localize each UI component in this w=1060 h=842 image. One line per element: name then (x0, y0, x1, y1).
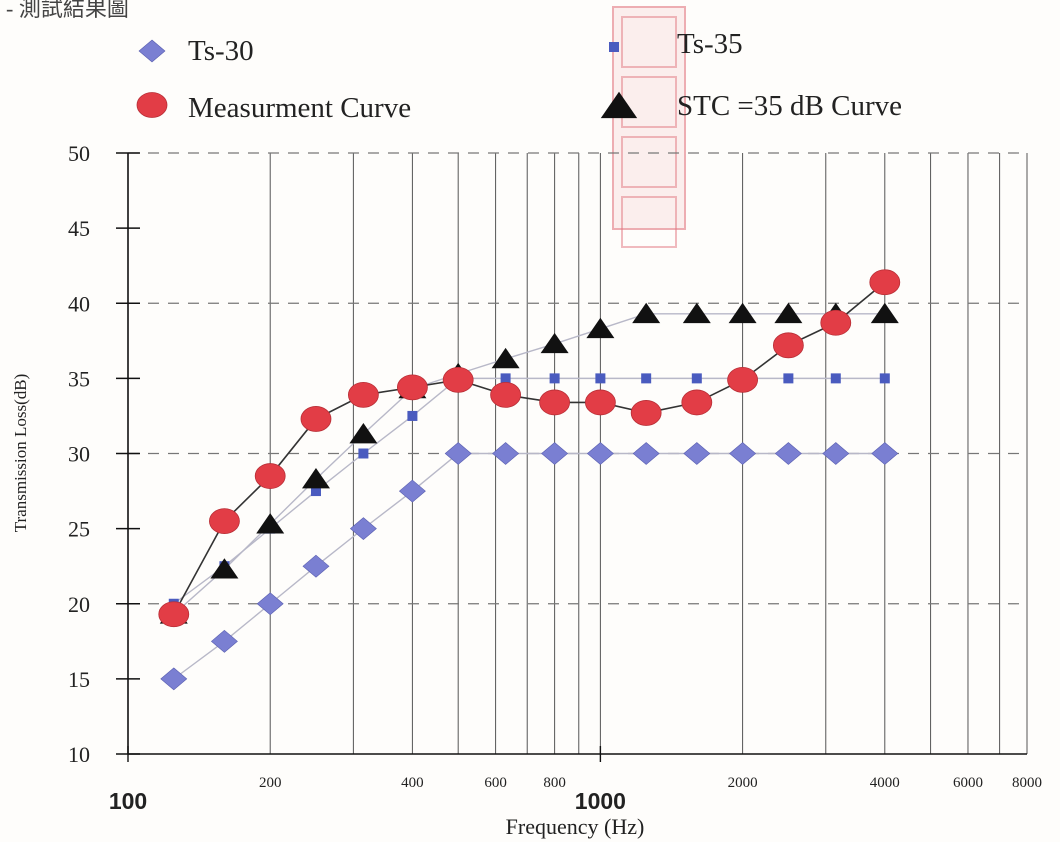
data-point-diamond (492, 442, 520, 465)
data-point-square (500, 373, 511, 384)
legend-marker-square (609, 42, 619, 52)
data-point-diamond (256, 592, 284, 616)
figure-caption: - 測試結果圖 (6, 0, 129, 21)
data-point-triangle (586, 317, 615, 339)
data-point-diamond (822, 442, 850, 465)
x-minor-tick-label: 800 (543, 775, 566, 791)
data-point-square (407, 410, 418, 421)
data-point-circle (397, 374, 428, 401)
chart-axes (116, 152, 1027, 762)
data-point-triangle (491, 347, 520, 369)
y-tick-label: 25 (68, 517, 90, 542)
chart-tick-labels: 10 15 20 25 30 35 40 45 50 100 1000 200 400 600 800 200… (68, 141, 1042, 814)
data-point-circle (254, 463, 286, 489)
data-point-circle (442, 366, 474, 393)
legend-marker-triangle (600, 91, 638, 119)
data-point-triangle (774, 302, 803, 324)
data-point-triangle (870, 302, 899, 324)
data-point-triangle (540, 332, 569, 354)
legend-label: Measurment Curve (188, 92, 411, 124)
data-point-circle (300, 406, 332, 432)
data-point-circle (681, 389, 713, 416)
data-point-diamond (632, 442, 660, 465)
data-point-circle (630, 400, 662, 426)
data-point-square (641, 373, 652, 384)
x-minor-tick-label: 6000 (953, 775, 983, 791)
data-point-triangle (632, 302, 661, 324)
legend-label: Ts-35 (677, 28, 743, 60)
x-minor-tick-label: 600 (484, 775, 507, 791)
x-minor-tick-label: 4000 (870, 775, 900, 791)
legend-marker-circle (136, 92, 168, 118)
y-tick-label: 10 (68, 742, 90, 767)
legend-label: STC =35 dB Curve (677, 90, 902, 122)
y-tick-label: 35 (68, 366, 90, 391)
data-point-square (595, 373, 606, 384)
data-point-diamond (160, 667, 188, 691)
data-point-circle (539, 389, 571, 416)
data-point-triangle (256, 513, 285, 534)
data-point-triangle (210, 558, 239, 579)
data-point-circle (584, 389, 616, 416)
legend-marker-diamond (138, 39, 166, 63)
x-minor-tick-label: 2000 (728, 775, 758, 791)
series-markers (158, 269, 901, 691)
y-axis-label: Transmission Loss(dB) (11, 374, 30, 533)
data-point-square (310, 486, 321, 497)
series-line (173, 377, 885, 605)
data-point-circle (490, 382, 522, 408)
data-point-square (549, 373, 560, 384)
data-point-diamond (349, 517, 377, 541)
data-point-circle (869, 269, 901, 296)
data-point-diamond (774, 442, 802, 465)
x-axis-label: Frequency (Hz) (506, 814, 645, 839)
y-tick-label: 30 (68, 442, 90, 467)
data-point-square (830, 373, 841, 384)
seal-character-box (621, 136, 677, 188)
x-major-tick-label: 100 (109, 788, 147, 814)
data-point-diamond (210, 629, 238, 653)
y-tick-label: 50 (68, 141, 90, 166)
data-point-square (691, 373, 702, 384)
data-point-diamond (541, 442, 569, 465)
y-tick-label: 40 (68, 291, 90, 316)
data-point-diamond (729, 442, 757, 465)
series-lines (173, 281, 886, 680)
data-point-circle (772, 332, 804, 359)
data-point-diamond (302, 554, 330, 578)
seal-character-box (621, 196, 677, 248)
data-point-square (783, 373, 794, 384)
x-minor-tick-label: 8000 (1012, 775, 1042, 791)
data-point-triangle (349, 422, 378, 444)
data-point-square (879, 373, 890, 384)
data-point-diamond (871, 442, 899, 465)
data-point-circle (727, 366, 758, 393)
y-tick-label: 45 (68, 216, 90, 241)
seal-character-box (621, 16, 677, 68)
series-line (173, 281, 886, 615)
x-major-tick-label: 1000 (575, 788, 626, 814)
data-point-triangle (728, 302, 757, 324)
data-point-diamond (683, 442, 711, 465)
data-point-triangle (682, 302, 711, 324)
y-tick-label: 20 (68, 592, 90, 617)
data-point-diamond (444, 442, 472, 465)
series-line (173, 452, 885, 680)
data-point-diamond (398, 479, 426, 503)
data-point-diamond (586, 442, 614, 465)
data-point-square (358, 448, 369, 459)
data-point-circle (820, 309, 852, 336)
legend-label: Ts-30 (188, 35, 254, 67)
data-point-circle (347, 382, 379, 408)
chart-legend: Ts-30 Ts-35 Measurment Curve STC =35 dB Cur… (136, 28, 902, 124)
x-minor-tick-label: 400 (401, 775, 424, 791)
data-point-triangle (301, 468, 330, 489)
data-point-circle (158, 601, 190, 628)
x-minor-tick-label: 200 (259, 775, 282, 791)
series-line (173, 313, 885, 615)
y-tick-label: 15 (68, 667, 90, 692)
data-point-circle (209, 508, 240, 535)
